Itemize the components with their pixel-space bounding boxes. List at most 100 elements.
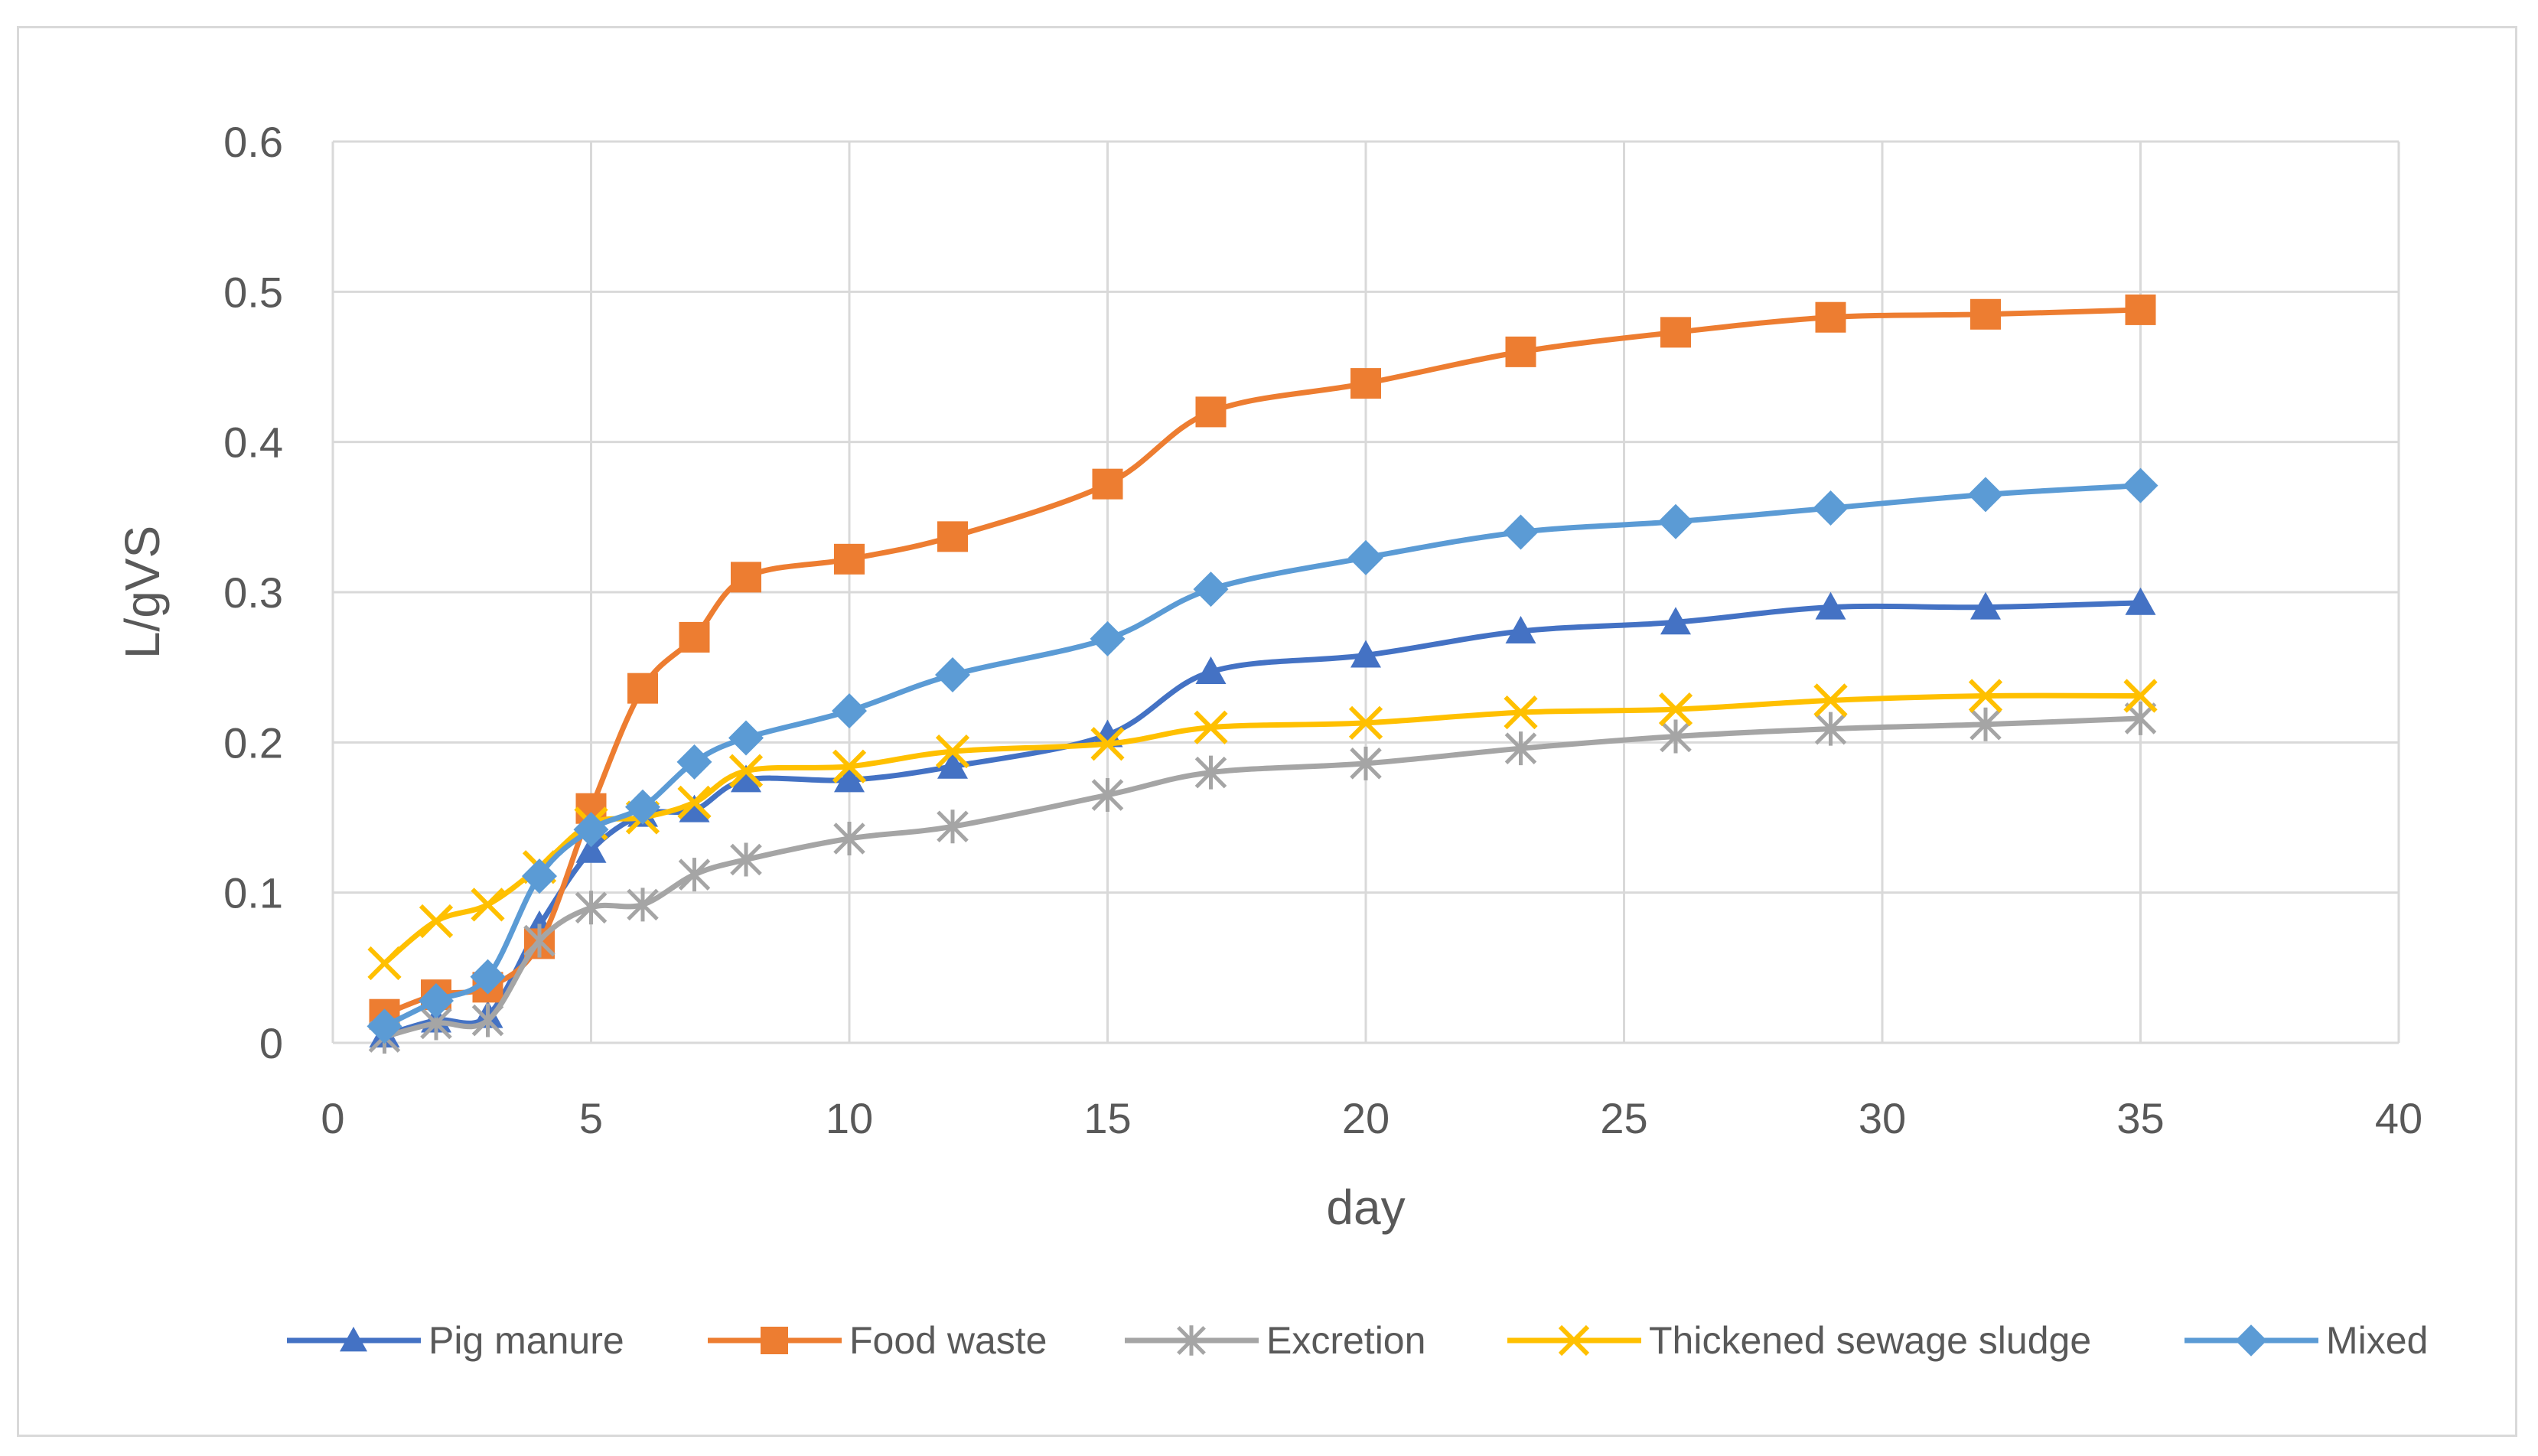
data-point [573,812,609,848]
data-point [471,888,505,922]
y-tick-label: 0.3 [223,568,283,617]
data-point [935,656,970,692]
data-point [730,842,762,877]
series-line [383,483,2141,1029]
data-point [1194,755,1227,790]
legend-item: Pig manure [287,1319,624,1362]
data-point [367,1008,402,1044]
data-point [731,562,761,593]
data-point [522,858,557,894]
series-line [383,307,2141,1017]
legend-marker [340,1327,367,1352]
legend-item: Excretion [1125,1319,1425,1362]
y-tick-label: 0.5 [223,268,283,316]
data-point [1090,621,1126,656]
data-point [2125,587,2156,615]
x-tick-label: 25 [1600,1094,1647,1142]
legend-label: Excretion [1266,1319,1425,1362]
data-point [1970,591,2001,620]
x-axis-title: day [1326,1180,1405,1235]
data-point [1813,490,1849,526]
legend-marker [1558,1324,1590,1357]
data-point [937,521,968,552]
x-tick-label: 35 [2116,1094,2164,1142]
data-point [833,821,865,855]
legend-item: Thickened sewage sludge [1507,1319,2091,1362]
series-excretion [368,701,2157,1054]
tick-layer: 0 0.1 0.2 0.3 0.4 0.5 0.6 0 5 10 15 20 25 30 35 40 [223,118,2422,1142]
data-point [523,923,555,958]
series-mixed [367,467,2158,1044]
data-point [1813,683,1848,718]
y-tick-label: 0.1 [223,869,283,917]
data-point [1504,695,1538,730]
data-point [1660,607,1691,635]
grid-layer [331,140,2400,1044]
y-tick-label: 0.2 [223,718,283,767]
data-point [419,904,454,939]
data-point [832,749,867,783]
data-point [1193,572,1229,607]
data-point [2123,679,2158,713]
data-point [728,720,764,756]
data-point [1968,679,2003,713]
legend-item: Food waste [708,1319,1047,1362]
data-point [679,794,710,822]
data-point [1660,317,1691,348]
data-point [1504,731,1537,766]
data-point [1505,616,1536,644]
data-point [1350,368,1381,399]
data-point [834,764,865,793]
data-point [627,888,659,922]
chart-frame [17,26,2517,1437]
data-point [419,983,454,1019]
data-point [1970,298,2001,330]
series-layer [367,294,2158,1054]
data-point [1092,468,1123,500]
legend-label: Mixed [2326,1319,2428,1362]
data-point [1195,396,1227,428]
data-point [1350,640,1381,668]
legend-marker [761,1327,788,1354]
data-point [1658,692,1693,727]
data-point [1092,719,1123,748]
data-point [367,946,402,981]
y-tick-label: 0.6 [223,118,283,166]
x-tick-label: 10 [826,1094,873,1142]
data-point [1660,719,1692,754]
legend-marker [2235,1324,2267,1357]
legend-label: Pig manure [428,1319,624,1362]
data-point [1815,301,1846,333]
data-point [1348,705,1383,740]
y-tick-label: 0 [259,1019,283,1067]
legend-marker [1177,1325,1206,1356]
data-point [2123,467,2158,503]
data-point [935,734,970,769]
x-tick-label: 15 [1083,1094,1131,1142]
data-point [731,764,761,793]
data-point [937,751,968,779]
data-point [1969,707,2002,741]
data-point [677,785,712,819]
series-thickened-sewage-sludge [367,679,2158,981]
data-point [575,891,608,925]
data-point [1350,746,1382,780]
data-point [676,744,712,780]
x-tick-label: 40 [2375,1094,2422,1142]
legend-label: Thickened sewage sludge [1649,1319,2091,1362]
x-tick-label: 20 [1342,1094,1390,1142]
data-point [834,543,865,575]
data-point [1814,712,1847,746]
data-point [627,673,658,704]
data-point [1503,514,1539,550]
y-axis-title: L/gVS [115,526,170,659]
legend-item: Mixed [2185,1319,2428,1362]
data-point [832,693,867,729]
y-tick-label: 0.4 [223,419,283,467]
data-point [625,789,660,825]
series-line [383,692,2141,966]
data-point [470,959,506,995]
legend: Pig manure Food waste Excretion Thickened s… [287,1319,2428,1362]
x-tick-label: 5 [579,1094,603,1142]
